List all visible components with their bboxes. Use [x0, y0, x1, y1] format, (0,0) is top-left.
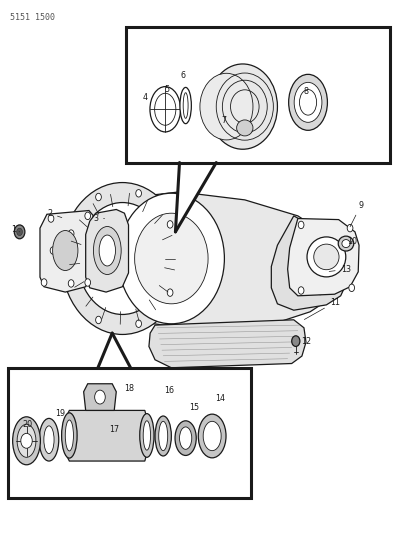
- Circle shape: [17, 228, 22, 236]
- Ellipse shape: [140, 414, 154, 457]
- Polygon shape: [98, 333, 131, 368]
- Ellipse shape: [198, 414, 226, 458]
- Circle shape: [298, 287, 304, 294]
- Ellipse shape: [150, 86, 181, 132]
- Polygon shape: [40, 211, 93, 292]
- Circle shape: [298, 221, 304, 229]
- Polygon shape: [84, 384, 116, 410]
- Text: 9: 9: [350, 201, 364, 227]
- Text: 2: 2: [47, 209, 62, 218]
- Text: 12: 12: [296, 337, 311, 346]
- Circle shape: [167, 289, 173, 296]
- Ellipse shape: [17, 424, 36, 457]
- Text: 3: 3: [93, 214, 104, 223]
- Text: 13: 13: [329, 265, 351, 274]
- Circle shape: [68, 280, 74, 287]
- Ellipse shape: [39, 418, 59, 461]
- Ellipse shape: [159, 421, 168, 451]
- Ellipse shape: [135, 213, 208, 304]
- Text: 20: 20: [23, 421, 33, 429]
- Ellipse shape: [93, 227, 121, 274]
- Ellipse shape: [289, 74, 327, 130]
- Polygon shape: [110, 192, 335, 326]
- Text: 8: 8: [304, 87, 308, 96]
- Circle shape: [317, 286, 324, 295]
- Circle shape: [48, 215, 54, 222]
- Text: 4: 4: [142, 93, 147, 101]
- Text: 14: 14: [215, 394, 225, 403]
- Ellipse shape: [44, 426, 54, 454]
- Ellipse shape: [338, 236, 354, 251]
- Text: 5151 1500: 5151 1500: [10, 13, 55, 22]
- Ellipse shape: [237, 120, 253, 136]
- Circle shape: [317, 254, 324, 263]
- Bar: [8, 368, 251, 498]
- Ellipse shape: [61, 182, 184, 335]
- Ellipse shape: [294, 82, 322, 122]
- Ellipse shape: [200, 73, 253, 140]
- Ellipse shape: [203, 421, 221, 451]
- Polygon shape: [288, 219, 359, 296]
- Text: 7: 7: [221, 117, 226, 125]
- Ellipse shape: [118, 193, 224, 324]
- Circle shape: [41, 279, 47, 286]
- Circle shape: [292, 336, 300, 346]
- Ellipse shape: [314, 244, 339, 270]
- Ellipse shape: [53, 230, 78, 271]
- Circle shape: [347, 224, 353, 232]
- Circle shape: [85, 279, 91, 286]
- Ellipse shape: [155, 416, 171, 456]
- Text: 16: 16: [164, 386, 174, 394]
- Text: 18: 18: [124, 384, 134, 392]
- Circle shape: [21, 433, 32, 448]
- Ellipse shape: [13, 417, 40, 465]
- Circle shape: [317, 270, 324, 279]
- Bar: [126, 27, 390, 163]
- Ellipse shape: [299, 90, 317, 115]
- Circle shape: [85, 212, 91, 220]
- Circle shape: [95, 316, 101, 324]
- Ellipse shape: [62, 413, 77, 458]
- Polygon shape: [149, 320, 306, 368]
- Polygon shape: [65, 410, 147, 461]
- Ellipse shape: [65, 420, 73, 451]
- Circle shape: [136, 190, 142, 197]
- Text: 6: 6: [180, 71, 185, 80]
- Circle shape: [95, 390, 105, 404]
- Ellipse shape: [307, 237, 346, 277]
- Ellipse shape: [155, 93, 176, 125]
- Ellipse shape: [342, 239, 350, 247]
- Text: 1: 1: [11, 225, 20, 234]
- Circle shape: [50, 247, 56, 254]
- Ellipse shape: [78, 203, 167, 314]
- Ellipse shape: [208, 64, 277, 149]
- Text: 10: 10: [347, 237, 357, 246]
- Polygon shape: [86, 209, 129, 292]
- Text: 5: 5: [164, 85, 169, 93]
- Text: 19: 19: [55, 409, 65, 417]
- Ellipse shape: [99, 235, 115, 266]
- Circle shape: [349, 284, 355, 292]
- Polygon shape: [271, 216, 347, 310]
- Ellipse shape: [183, 93, 188, 118]
- Circle shape: [317, 238, 324, 247]
- Ellipse shape: [143, 421, 151, 450]
- Ellipse shape: [180, 427, 192, 449]
- Text: 11: 11: [304, 298, 340, 319]
- Text: 15: 15: [189, 403, 199, 412]
- Circle shape: [167, 221, 173, 228]
- Polygon shape: [175, 163, 216, 232]
- Circle shape: [95, 193, 101, 201]
- Ellipse shape: [180, 87, 191, 124]
- Circle shape: [14, 225, 25, 239]
- Circle shape: [136, 320, 142, 327]
- Ellipse shape: [175, 421, 196, 455]
- Circle shape: [68, 230, 74, 237]
- Text: 17: 17: [109, 425, 119, 433]
